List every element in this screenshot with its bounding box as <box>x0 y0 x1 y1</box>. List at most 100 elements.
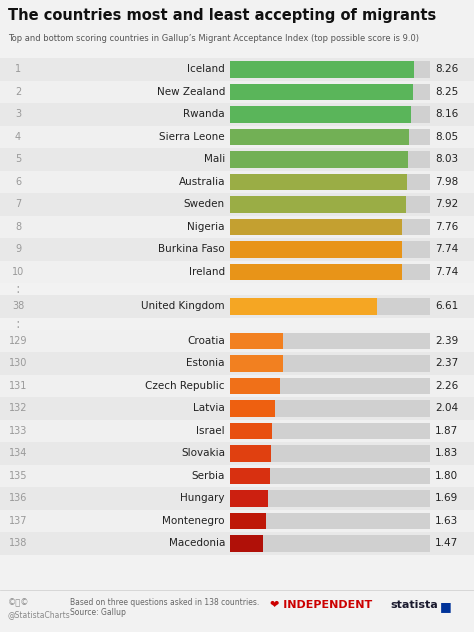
Bar <box>0 397 474 420</box>
Bar <box>230 355 283 372</box>
Text: Hungary: Hungary <box>181 493 225 503</box>
Bar <box>0 216 474 238</box>
Text: Rwanda: Rwanda <box>183 109 225 119</box>
Text: 1.47: 1.47 <box>435 538 458 548</box>
Bar <box>230 490 430 506</box>
Bar <box>230 61 413 78</box>
Bar <box>230 174 430 190</box>
Bar <box>0 193 474 216</box>
Bar <box>230 83 430 100</box>
Bar <box>230 61 430 78</box>
Bar <box>230 298 430 315</box>
Text: :: : <box>16 317 20 331</box>
Bar <box>0 295 474 317</box>
Bar <box>0 420 474 442</box>
Text: 7.74: 7.74 <box>435 244 458 254</box>
Bar <box>230 332 430 349</box>
Bar <box>0 58 474 80</box>
Text: Burkina Faso: Burkina Faso <box>158 244 225 254</box>
Bar <box>230 513 430 529</box>
Text: Montenegro: Montenegro <box>163 516 225 526</box>
Text: Croatia: Croatia <box>187 336 225 346</box>
Bar <box>230 219 402 235</box>
Text: 131: 131 <box>9 380 27 391</box>
Text: United Kingdom: United Kingdom <box>141 301 225 311</box>
Text: Latvia: Latvia <box>193 403 225 413</box>
Text: Ireland: Ireland <box>189 267 225 277</box>
Text: 6: 6 <box>15 177 21 186</box>
Bar <box>230 151 409 167</box>
Text: 132: 132 <box>9 403 27 413</box>
Bar <box>0 487 474 509</box>
Text: ❤ INDEPENDENT: ❤ INDEPENDENT <box>270 600 372 610</box>
Text: Macedonia: Macedonia <box>169 538 225 548</box>
Text: 3: 3 <box>15 109 21 119</box>
Text: 2: 2 <box>15 87 21 97</box>
Text: Based on three questions asked in 138 countries.: Based on three questions asked in 138 co… <box>70 598 259 607</box>
Text: 138: 138 <box>9 538 27 548</box>
Bar <box>0 532 474 554</box>
Text: Czech Republic: Czech Republic <box>146 380 225 391</box>
Text: The countries most and least accepting of migrants: The countries most and least accepting o… <box>8 8 436 23</box>
Bar <box>230 423 272 439</box>
Text: 38: 38 <box>12 301 24 311</box>
Text: Australia: Australia <box>179 177 225 186</box>
Text: 7.74: 7.74 <box>435 267 458 277</box>
Bar <box>0 329 474 352</box>
Text: Top and bottom scoring countries in Gallup’s Migrant Acceptance Index (top possi: Top and bottom scoring countries in Gall… <box>8 34 419 43</box>
Bar <box>230 196 406 212</box>
Text: Serbia: Serbia <box>191 471 225 481</box>
Bar <box>0 509 474 532</box>
Text: Iceland: Iceland <box>187 64 225 74</box>
Text: 8.16: 8.16 <box>435 109 458 119</box>
Bar <box>230 174 407 190</box>
Bar <box>230 355 430 372</box>
Text: 10: 10 <box>12 267 24 277</box>
Text: Mali: Mali <box>204 154 225 164</box>
Text: Estonia: Estonia <box>186 358 225 368</box>
Bar <box>230 400 275 416</box>
Bar <box>230 219 430 235</box>
Text: Sierra Leone: Sierra Leone <box>159 131 225 142</box>
Bar <box>230 298 377 315</box>
Text: 6.61: 6.61 <box>435 301 458 311</box>
Text: 137: 137 <box>9 516 27 526</box>
Text: 8.03: 8.03 <box>435 154 458 164</box>
Text: :: : <box>16 282 20 296</box>
Text: 8.05: 8.05 <box>435 131 458 142</box>
Text: 2.26: 2.26 <box>435 380 458 391</box>
Text: Slovakia: Slovakia <box>181 448 225 458</box>
Bar <box>230 128 409 145</box>
Text: 8: 8 <box>15 222 21 232</box>
Bar <box>230 377 280 394</box>
Bar <box>230 332 283 349</box>
Text: ■: ■ <box>440 600 452 613</box>
Text: 1.87: 1.87 <box>435 426 458 435</box>
Text: 8.25: 8.25 <box>435 87 458 97</box>
Text: 7: 7 <box>15 199 21 209</box>
Text: 7.92: 7.92 <box>435 199 458 209</box>
Text: 134: 134 <box>9 448 27 458</box>
Bar <box>0 148 474 171</box>
Bar <box>0 126 474 148</box>
Text: 133: 133 <box>9 426 27 435</box>
Text: 5: 5 <box>15 154 21 164</box>
Text: 2.37: 2.37 <box>435 358 458 368</box>
Text: 8.26: 8.26 <box>435 64 458 74</box>
Text: 2.04: 2.04 <box>435 403 458 413</box>
Bar <box>230 445 430 461</box>
Text: 1: 1 <box>15 64 21 74</box>
Text: Sweden: Sweden <box>184 199 225 209</box>
Text: 1.63: 1.63 <box>435 516 458 526</box>
Bar <box>230 445 271 461</box>
Text: Source: Gallup: Source: Gallup <box>70 608 126 617</box>
Bar <box>230 535 263 552</box>
Text: 9: 9 <box>15 244 21 254</box>
Text: 1.80: 1.80 <box>435 471 458 481</box>
Text: 1.83: 1.83 <box>435 448 458 458</box>
Text: 130: 130 <box>9 358 27 368</box>
Text: 7.76: 7.76 <box>435 222 458 232</box>
Bar <box>0 260 474 283</box>
Bar <box>230 264 430 280</box>
Text: 135: 135 <box>9 471 27 481</box>
